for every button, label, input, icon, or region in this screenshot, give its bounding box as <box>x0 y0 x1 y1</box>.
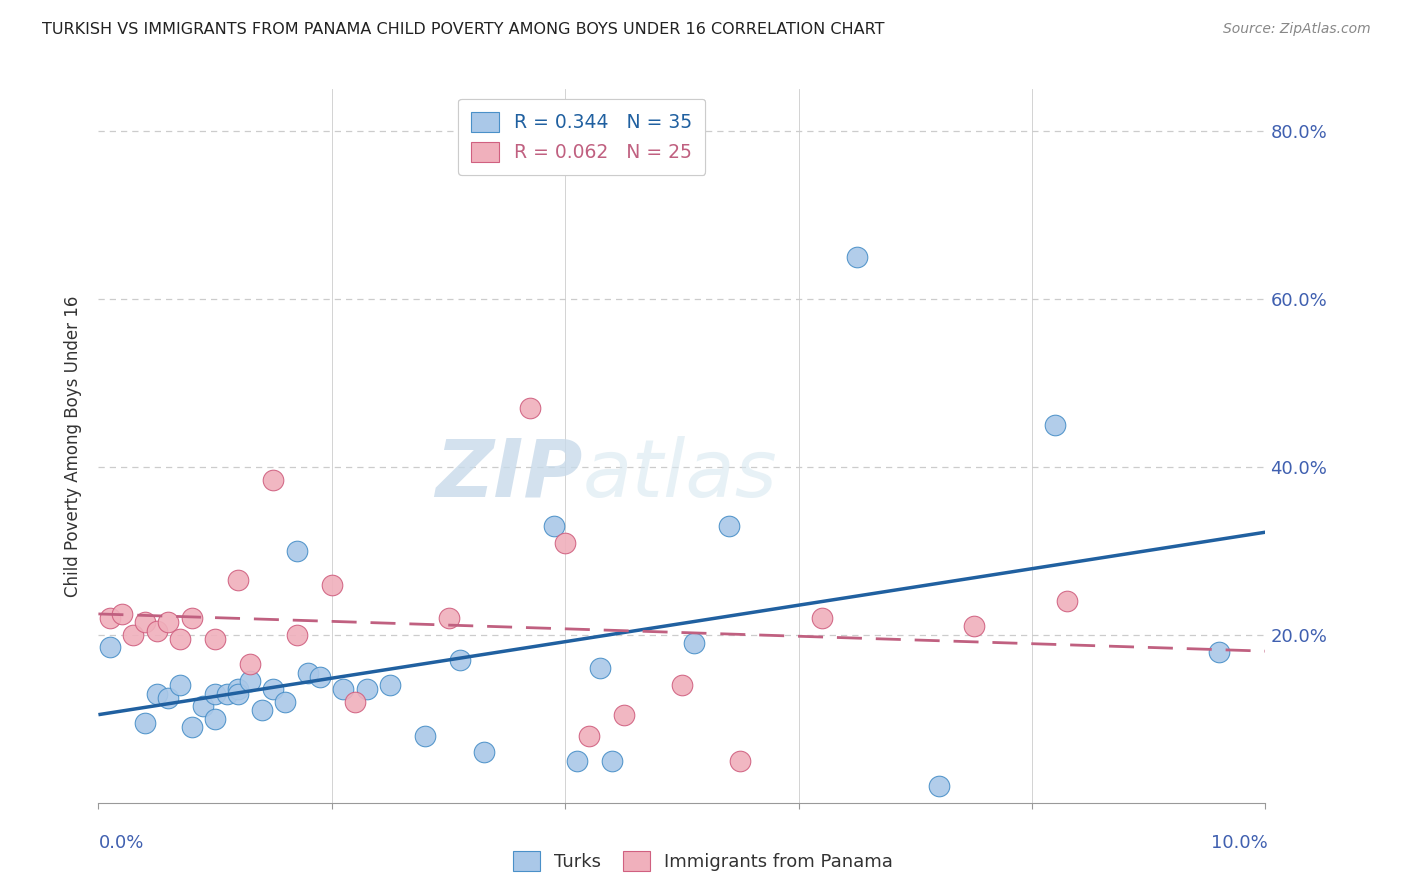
Point <box>157 615 180 630</box>
Point <box>122 628 145 642</box>
Text: 10.0%: 10.0% <box>1212 834 1268 852</box>
Point <box>193 699 215 714</box>
Point <box>98 611 121 625</box>
Point <box>204 632 226 646</box>
Point <box>378 678 402 692</box>
Point <box>717 518 740 533</box>
Point <box>215 687 238 701</box>
Point <box>543 518 565 533</box>
Point <box>437 611 460 625</box>
Point <box>612 707 634 722</box>
Point <box>228 574 250 588</box>
Text: atlas: atlas <box>582 435 778 514</box>
Point <box>519 401 541 416</box>
Point <box>274 695 297 709</box>
Point <box>157 690 180 705</box>
Point <box>239 674 262 689</box>
Point <box>309 670 332 684</box>
Text: TURKISH VS IMMIGRANTS FROM PANAMA CHILD POVERTY AMONG BOYS UNDER 16 CORRELATION : TURKISH VS IMMIGRANTS FROM PANAMA CHILD … <box>42 22 884 37</box>
Point <box>180 720 202 734</box>
Point <box>169 678 191 692</box>
Legend: R = 0.344   N = 35, R = 0.062   N = 25: R = 0.344 N = 35, R = 0.062 N = 25 <box>458 99 706 175</box>
Point <box>845 250 868 264</box>
Point <box>204 687 226 701</box>
Point <box>285 544 308 558</box>
Point <box>589 661 612 675</box>
Point <box>146 624 169 638</box>
Point <box>228 682 250 697</box>
Point <box>682 636 704 650</box>
Point <box>204 712 226 726</box>
Point <box>321 577 343 591</box>
Point <box>356 682 378 697</box>
Point <box>262 473 284 487</box>
Point <box>565 754 588 768</box>
Point <box>1056 594 1078 608</box>
Point <box>449 653 471 667</box>
Point <box>250 703 273 717</box>
Point <box>962 619 984 633</box>
Point <box>1045 417 1067 432</box>
Point <box>134 716 156 731</box>
Point <box>285 628 308 642</box>
Point <box>239 657 262 672</box>
Text: ZIP: ZIP <box>436 435 582 514</box>
Point <box>332 682 354 697</box>
Point <box>928 779 950 793</box>
Point <box>728 754 751 768</box>
Point <box>344 695 367 709</box>
Point <box>111 607 134 621</box>
Point <box>472 746 495 760</box>
Point <box>811 611 834 625</box>
Point <box>134 615 156 630</box>
Point <box>671 678 693 692</box>
Legend: Turks, Immigrants from Panama: Turks, Immigrants from Panama <box>506 844 900 879</box>
Point <box>600 754 623 768</box>
Point <box>228 687 250 701</box>
Point <box>297 665 319 680</box>
Point <box>169 632 191 646</box>
Point <box>578 729 600 743</box>
Point <box>1208 645 1230 659</box>
Text: Source: ZipAtlas.com: Source: ZipAtlas.com <box>1223 22 1371 37</box>
Point <box>262 682 284 697</box>
Point <box>554 535 576 549</box>
Point <box>146 687 169 701</box>
Y-axis label: Child Poverty Among Boys Under 16: Child Poverty Among Boys Under 16 <box>63 295 82 597</box>
Text: 0.0%: 0.0% <box>98 834 143 852</box>
Point <box>180 611 202 625</box>
Point <box>413 729 436 743</box>
Point <box>98 640 121 655</box>
